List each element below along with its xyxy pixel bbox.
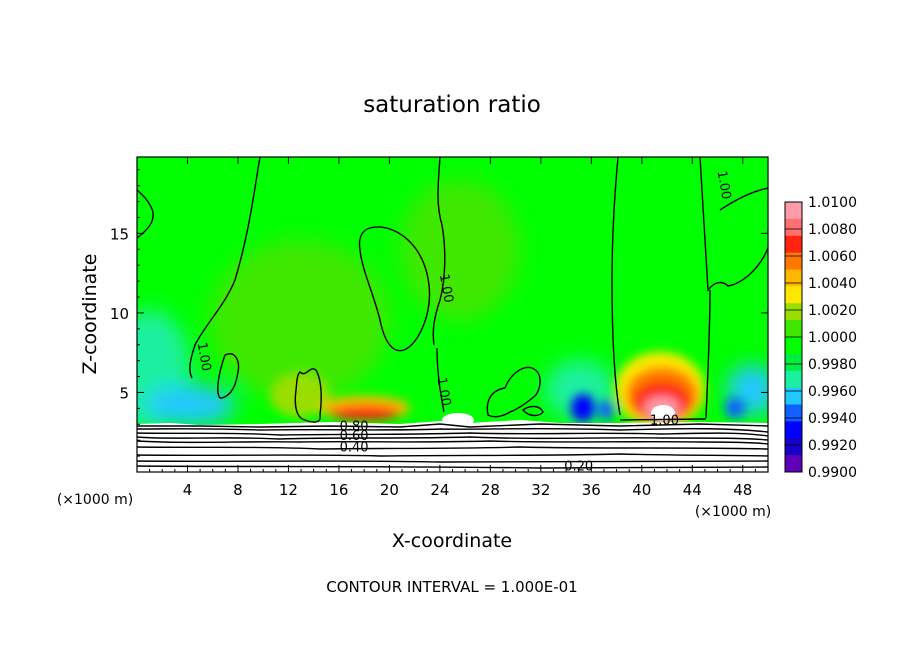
colorbar-swatch: [785, 455, 802, 473]
contour-labels: 1.00 1.00 1.00 1.00 1.00 0.800.600.40 0.20: [194, 169, 734, 474]
contour-line: [611, 157, 621, 416]
x-tick-label: 36: [582, 481, 601, 499]
contour-line: [699, 157, 768, 292]
contour-line: [137, 446, 768, 450]
moist-region: [400, 180, 520, 320]
contour-label: 1.00: [436, 273, 456, 304]
contour-line: [294, 368, 322, 423]
colorbar-swatch: [785, 320, 802, 338]
colorbar-label: 1.0100: [808, 195, 857, 211]
y-tick-label: 5: [119, 384, 129, 402]
contour-line: [189, 157, 261, 379]
x-tick-label: 16: [329, 481, 348, 499]
dry-region: [145, 385, 235, 425]
field-features: [270, 352, 745, 428]
colorbar-label: 0.9980: [808, 357, 857, 373]
colorbar-swatch: [785, 218, 802, 237]
contour-line: [137, 465, 768, 469]
x-tick-label: 4: [183, 481, 193, 499]
contour-line: [137, 423, 768, 428]
x-tick-label: 28: [481, 481, 500, 499]
contour-line: [137, 427, 768, 433]
colorbar-label: 1.0000: [808, 330, 857, 346]
contour-label: 0.60: [340, 429, 369, 444]
colorbar-swatch: [785, 370, 802, 389]
x-tick-label: 8: [233, 481, 243, 499]
colorbar-swatch: [785, 387, 802, 405]
colorbar-swatch: [785, 286, 802, 304]
contour-line: [436, 347, 445, 413]
colorbar-label: 0.9960: [808, 384, 857, 400]
contour-line: [358, 226, 431, 352]
x-tick-label: 12: [279, 481, 298, 499]
chart-title: saturation ratio: [363, 92, 541, 118]
dry-pocket: [598, 400, 614, 420]
contour-line: [705, 289, 711, 419]
contour-label: 0.80: [340, 420, 369, 435]
contour-label: 1.00: [714, 169, 734, 200]
contour-line: [137, 440, 768, 445]
x-tick-label: 32: [531, 481, 550, 499]
colorbar-swatch: [785, 353, 802, 372]
x-unit-left: (×1000 m): [57, 492, 133, 508]
contour-line: [137, 189, 154, 239]
x-tick-label: 20: [380, 481, 399, 499]
contour-label: 0.40: [340, 440, 369, 455]
colorbar-swatch: [785, 421, 802, 439]
contour-label: 0.20: [564, 459, 593, 474]
dry-pocket: [571, 394, 595, 422]
x-tick-label: 40: [632, 481, 651, 499]
contour-line: [521, 405, 544, 417]
contour-line: [137, 432, 768, 437]
colorbar-label: 0.9920: [808, 438, 857, 454]
x-tick-label: 48: [733, 481, 752, 499]
colorbar-swatch: [785, 404, 802, 422]
colorbar-label: 1.0080: [808, 222, 857, 238]
heatmap-field: [137, 157, 768, 472]
colorbar-swatch: [785, 303, 802, 321]
contour-line: [486, 366, 541, 418]
x-tick-label: 44: [683, 481, 702, 499]
contour-line: [137, 436, 768, 441]
contour-line: [137, 460, 768, 463]
supersat-region: [330, 406, 400, 420]
colorbar-swatch: [785, 235, 802, 254]
colorbar-label: 1.0040: [808, 276, 857, 292]
x-axis: 4 8 12 16 20 24 28 32 36 40 44 48: [149, 157, 756, 499]
saturated-patch: [651, 405, 675, 421]
contour-interval-note: CONTOUR INTERVAL = 1.000E-01: [326, 578, 577, 596]
contour-label: 1.00: [194, 341, 214, 372]
contour-label: 1.00: [650, 413, 679, 428]
y-tick-label: 10: [110, 305, 129, 323]
y-axis: 5 10 15: [110, 169, 768, 457]
dry-pocket: [725, 398, 745, 418]
colorbar-swatch: [785, 252, 802, 270]
colorbar-label: 1.0020: [808, 303, 857, 319]
y-axis-label: Z-coordinate: [79, 254, 101, 375]
colorbar-label: 1.0060: [808, 249, 857, 265]
colorbar-swatch: [785, 438, 802, 456]
dry-region: [545, 360, 615, 420]
y-tick-label: 15: [110, 225, 129, 243]
contour-line: [719, 187, 768, 211]
colorbar-label: 0.9940: [808, 411, 857, 427]
x-axis-label: X-coordinate: [392, 530, 512, 552]
x-unit-right: (×1000 m): [695, 504, 771, 520]
colorbar-swatch: [785, 337, 802, 355]
contour-line: [137, 453, 768, 457]
colorbar-swatch: [785, 269, 802, 287]
colorbar-swatch: [785, 202, 802, 220]
supersat-region: [270, 373, 330, 417]
contour-line: [432, 157, 446, 346]
contour-label: 1.00: [433, 376, 453, 407]
x-tick-label: 24: [430, 481, 449, 499]
contour-line: [619, 418, 707, 421]
contour-line: [217, 353, 240, 399]
contour-lines: [137, 157, 768, 469]
colorbar: 1.0100 1.0080 1.0060 1.0040 1.0020 1.0000 0.99…: [784, 195, 857, 481]
moist-region: [210, 240, 390, 400]
colorbar-label: 0.9900: [808, 465, 857, 481]
